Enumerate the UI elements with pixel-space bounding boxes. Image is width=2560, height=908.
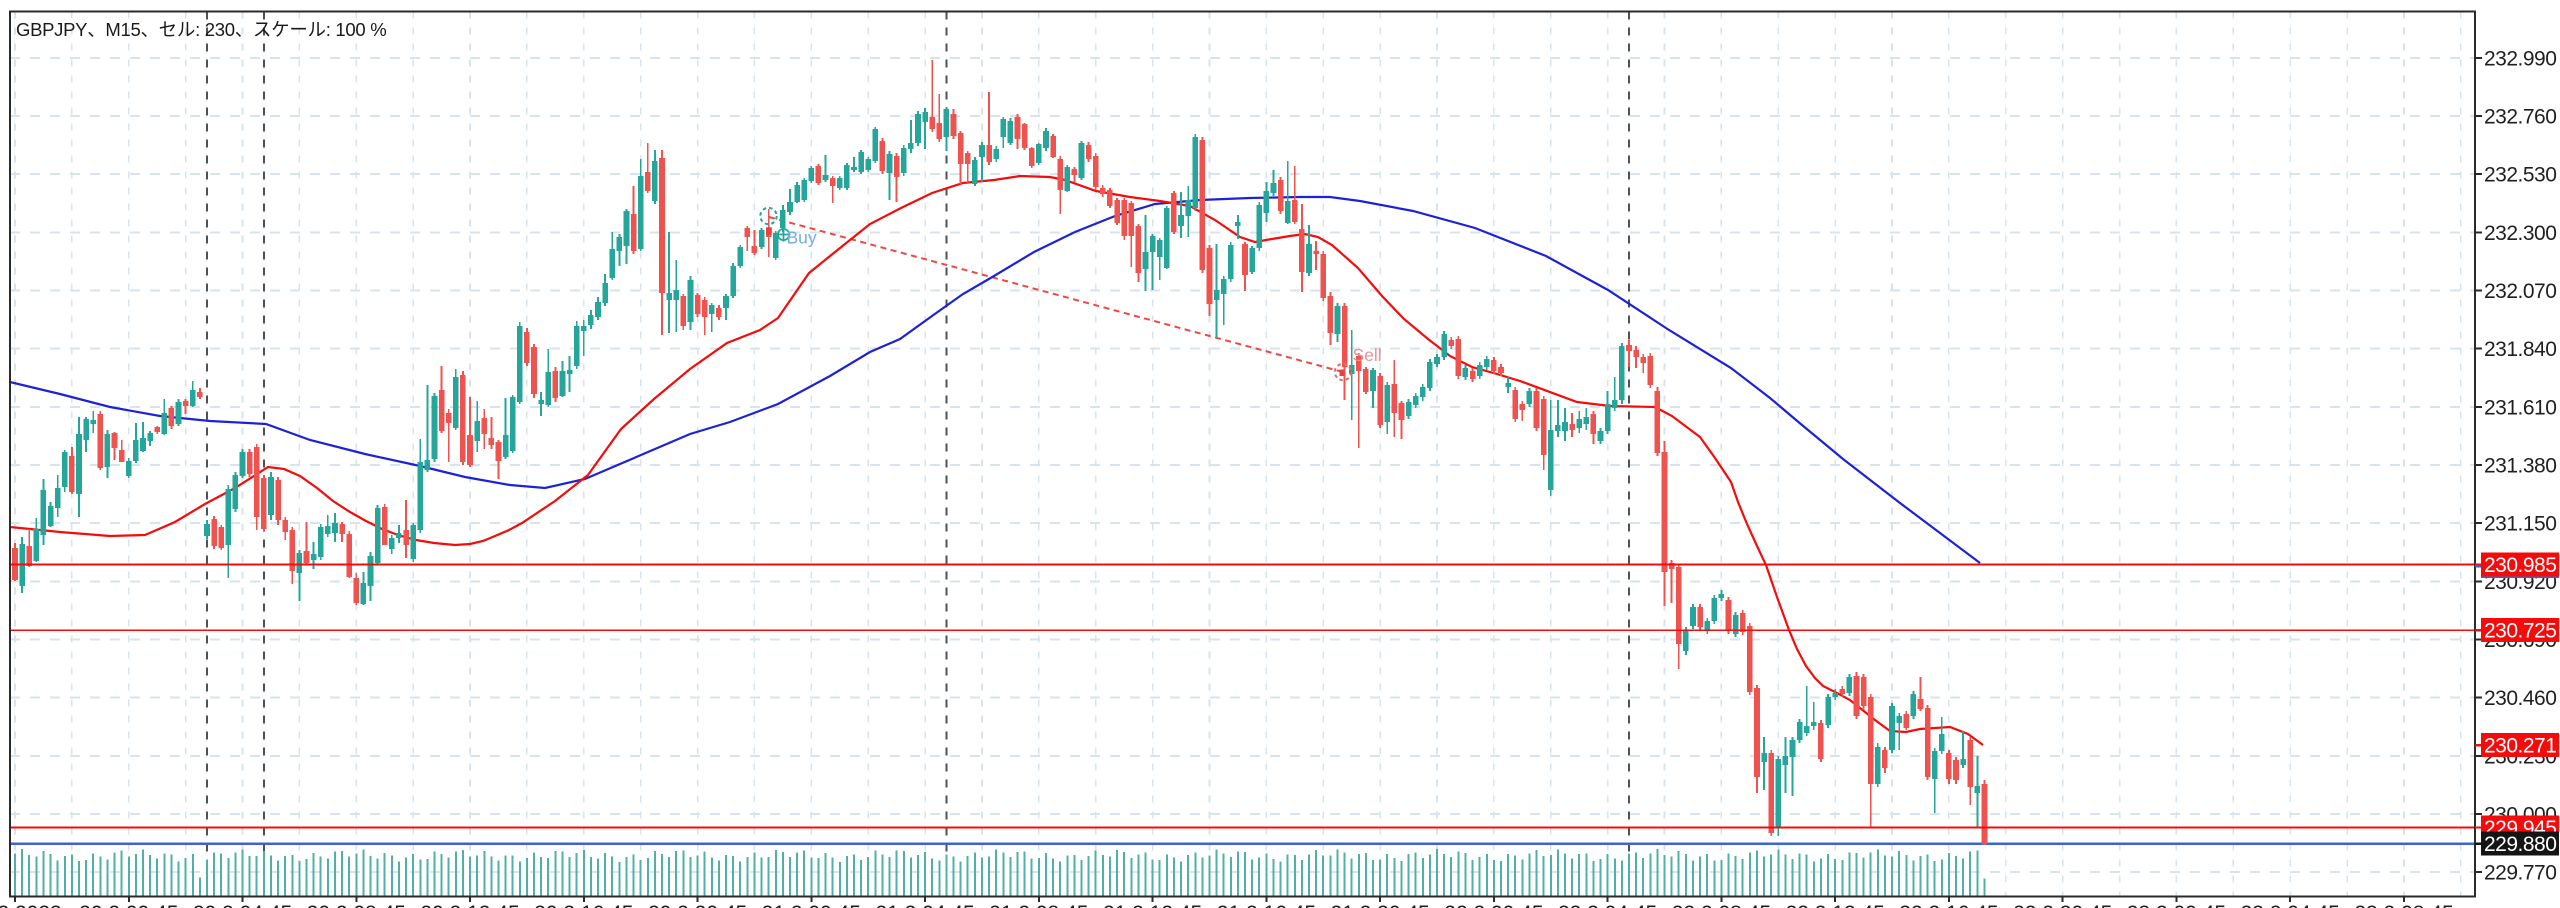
svg-text:21 2 08:45: 21 2 08:45 bbox=[989, 902, 1088, 908]
svg-text:22 2 16:45: 22 2 16:45 bbox=[1899, 902, 1998, 908]
svg-text:20 2 08:45: 20 2 08:45 bbox=[307, 902, 406, 908]
svg-text:231.840: 231.840 bbox=[2484, 338, 2556, 361]
svg-text:21 2 16:45: 21 2 16:45 bbox=[1217, 902, 1316, 908]
svg-text:231.150: 231.150 bbox=[2484, 513, 2556, 536]
svg-text:23 2 08:45: 23 2 08:45 bbox=[2354, 902, 2453, 908]
svg-text:23 2 00:45: 23 2 00:45 bbox=[2127, 902, 2226, 908]
svg-text:232.530: 232.530 bbox=[2484, 164, 2556, 187]
svg-text:232.070: 232.070 bbox=[2484, 280, 2556, 303]
svg-text:22 2 12:45: 22 2 12:45 bbox=[1786, 902, 1885, 908]
svg-text:231.610: 231.610 bbox=[2484, 396, 2556, 419]
svg-text:229.770: 229.770 bbox=[2484, 862, 2556, 885]
svg-text:230.725: 230.725 bbox=[2484, 620, 2556, 643]
svg-text:21 2 12:45: 21 2 12:45 bbox=[1103, 902, 1202, 908]
svg-text:20 2 00:45: 20 2 00:45 bbox=[79, 902, 178, 908]
svg-text:229.880: 229.880 bbox=[2484, 833, 2556, 856]
svg-text:21 2 04:45: 21 2 04:45 bbox=[875, 902, 974, 908]
svg-text:21 2 20:45: 21 2 20:45 bbox=[1330, 902, 1429, 908]
svg-text:20 2 20:45: 20 2 20:45 bbox=[648, 902, 747, 908]
svg-text:23 2 04:45: 23 2 04:45 bbox=[2241, 902, 2340, 908]
svg-text:20 2 04:45: 20 2 04:45 bbox=[193, 902, 292, 908]
svg-text:230.271: 230.271 bbox=[2484, 735, 2556, 758]
svg-text:Sell: Sell bbox=[1353, 345, 1382, 365]
svg-text:230.985: 230.985 bbox=[2484, 554, 2556, 577]
svg-text:22 2 04:45: 22 2 04:45 bbox=[1558, 902, 1657, 908]
svg-text:232.300: 232.300 bbox=[2484, 222, 2556, 245]
svg-text:22 2 20:45: 22 2 20:45 bbox=[2013, 902, 2112, 908]
svg-text:21 2 00:45: 21 2 00:45 bbox=[762, 902, 861, 908]
svg-text:GBPJPY、M15、セル: 230、スケール: 100 %: GBPJPY、M15、セル: 230、スケール: 100 % bbox=[16, 19, 386, 40]
svg-text:22 2 00:45: 22 2 00:45 bbox=[1444, 902, 1543, 908]
svg-text:22 2 08:45: 22 2 08:45 bbox=[1672, 902, 1771, 908]
svg-text:231.380: 231.380 bbox=[2484, 455, 2556, 478]
svg-text:20 2 12:45: 20 2 12:45 bbox=[420, 902, 519, 908]
svg-text:232.760: 232.760 bbox=[2484, 106, 2556, 129]
svg-text:Buy: Buy bbox=[787, 228, 817, 248]
svg-text:232.990: 232.990 bbox=[2484, 47, 2556, 70]
svg-text:20 2 16:45: 20 2 16:45 bbox=[534, 902, 633, 908]
svg-text:230.460: 230.460 bbox=[2484, 687, 2556, 710]
